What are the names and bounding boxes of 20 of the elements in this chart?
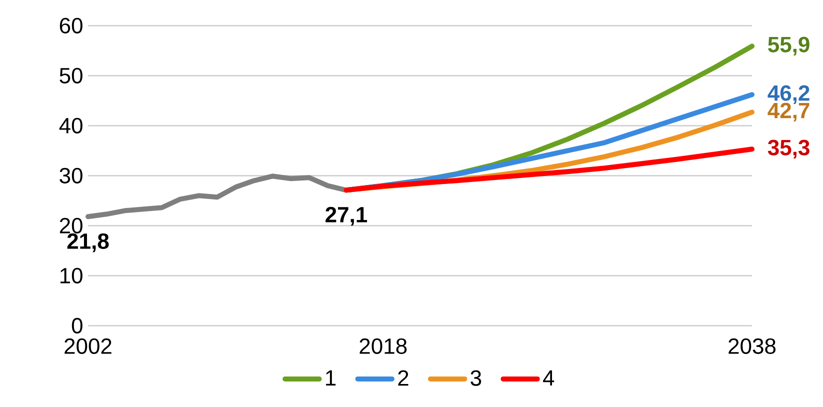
annotation: 35,3 bbox=[768, 140, 810, 159]
x-tick-label: 2038 bbox=[728, 338, 776, 354]
y-tick-label: 40 bbox=[59, 118, 82, 134]
annotation: 27,1 bbox=[326, 206, 368, 226]
x-tick-label: 2002 bbox=[64, 338, 112, 354]
annotation: 55,9 bbox=[768, 36, 810, 56]
y-tick-label: 20 bbox=[60, 218, 82, 234]
annotation: 42,7 bbox=[768, 102, 810, 122]
y-tick-label: 60 bbox=[60, 18, 82, 34]
y-tick-label: 0 bbox=[72, 318, 82, 334]
y-tick-label: 10 bbox=[60, 268, 82, 284]
legend-label: 4 bbox=[543, 370, 554, 386]
legend-label: 1 bbox=[326, 370, 336, 386]
annotation: 46,2 bbox=[768, 85, 810, 104]
annotation: 21,8 bbox=[67, 233, 109, 252]
legend-label: 2 bbox=[398, 370, 408, 386]
legend-label: 3 bbox=[470, 370, 482, 386]
y-tick-label: 30 bbox=[60, 168, 82, 184]
y-tick-label: 50 bbox=[60, 68, 82, 84]
x-tick-label: 2018 bbox=[360, 338, 407, 354]
